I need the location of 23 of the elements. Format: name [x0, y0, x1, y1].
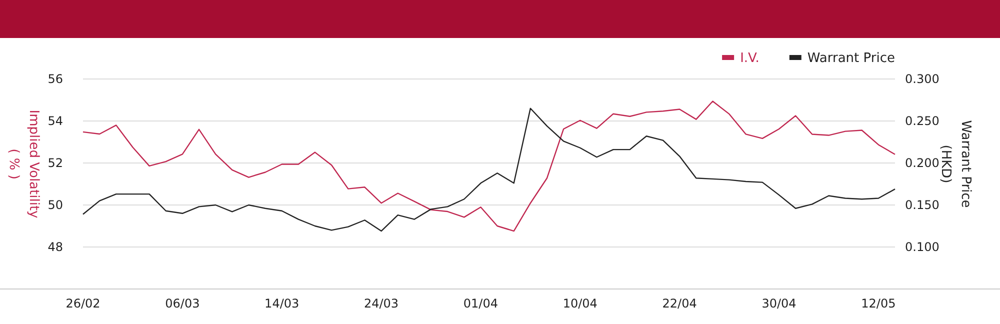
- x-tick-label: 14/03: [264, 296, 300, 311]
- y-tick-label: 48: [48, 240, 63, 254]
- x-tick-label: 30/04: [762, 296, 796, 311]
- x-tick-label: 22/04: [662, 296, 697, 311]
- x-tick-label: 26/02: [66, 296, 100, 311]
- legend-label: Warrant Price: [807, 51, 895, 66]
- x-tick-label: 10/04: [562, 296, 598, 311]
- y-tick-label: 50: [48, 198, 63, 212]
- x-tick-label: 01/04: [463, 296, 498, 311]
- legend-label: I.V.: [740, 51, 760, 66]
- y-tick-label: 56: [48, 72, 63, 86]
- y2-tick-label: 0.150: [905, 198, 940, 212]
- y2-tick-label: 0.250: [905, 114, 940, 128]
- y2-tick-label: 0.300: [905, 72, 940, 86]
- x-tick-label: 06/03: [165, 296, 200, 311]
- y-tick-label: 52: [48, 156, 63, 170]
- y2-tick-label: 0.200: [905, 156, 940, 170]
- y2-tick-label: 0.100: [905, 240, 940, 254]
- y-tick-label: 54: [48, 114, 63, 128]
- y2-axis-title: Warrant Price (HKD): [938, 120, 973, 208]
- y-axis-title: Implied Volatility ( % ): [6, 110, 41, 219]
- x-tick-label: 12/05: [861, 296, 896, 311]
- x-tick-label: 24/03: [364, 296, 399, 311]
